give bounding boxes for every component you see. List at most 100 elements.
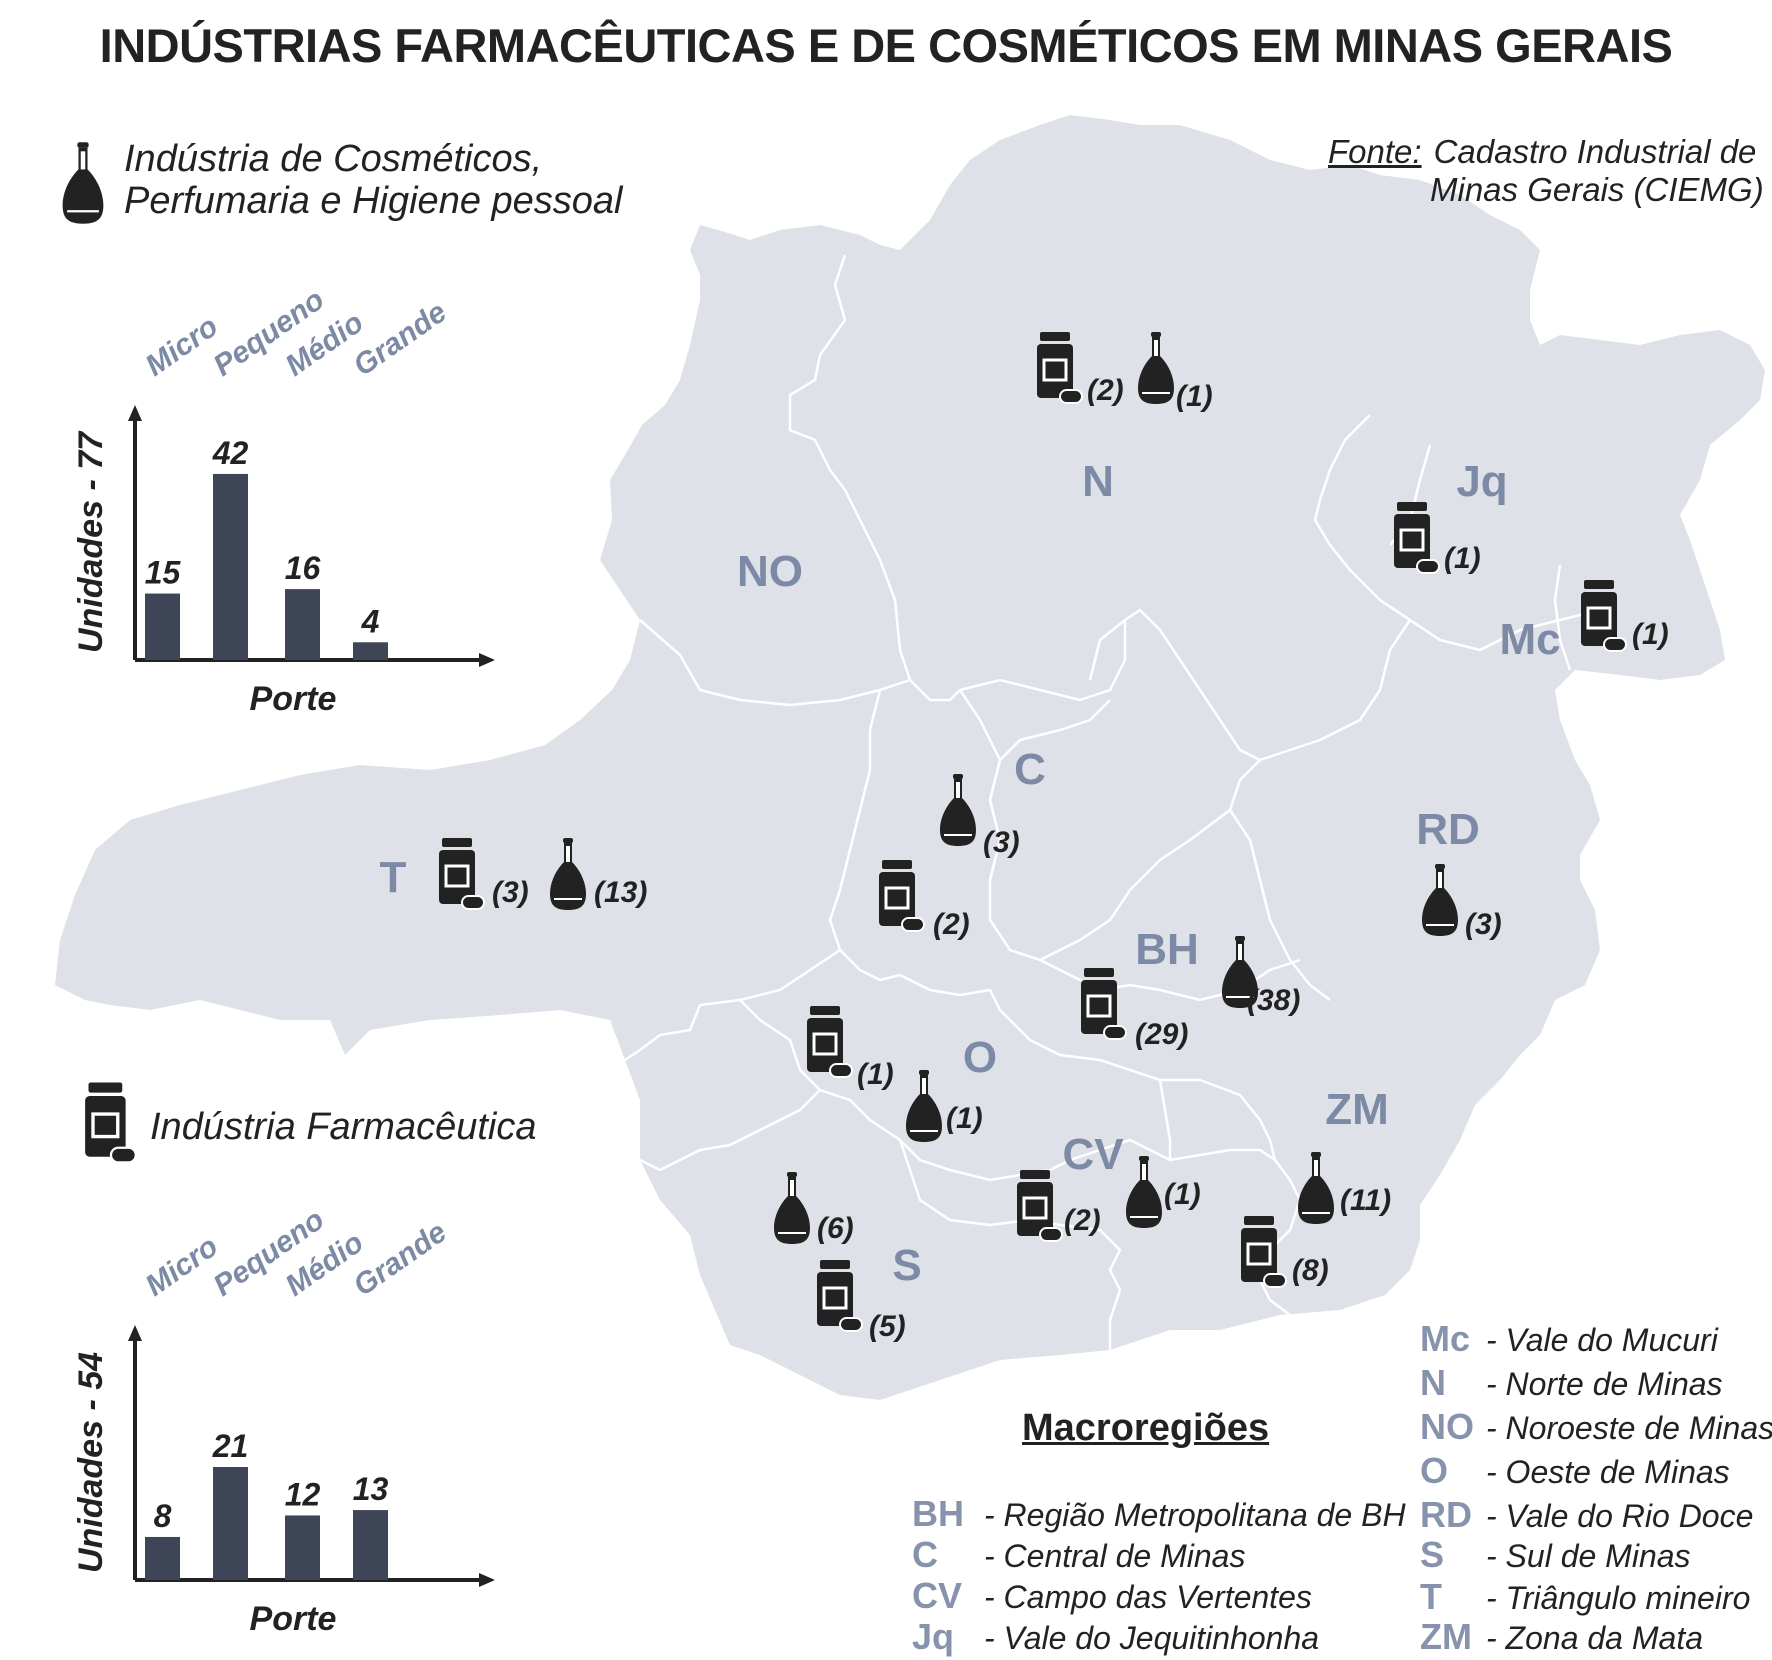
pill-bottle-icon — [1393, 500, 1441, 575]
macro-abbr: Mc — [1420, 1318, 1471, 1359]
macro-abbr: C — [912, 1534, 938, 1575]
legend-cosmetics-line2: Perfumaria e Higiene pessoal — [124, 180, 623, 222]
macro-right-6: T - Triângulo mineiro — [1420, 1576, 1750, 1618]
x-axis-label: Porte — [250, 680, 337, 718]
y-axis-label: Unidades - 77 — [72, 430, 110, 653]
bar-value-label: 21 — [212, 1428, 249, 1464]
region-label-n: N — [1082, 457, 1114, 506]
macro-abbr: O — [1420, 1450, 1449, 1491]
legend-cosmetics: Indústria de Cosméticos, Perfumaria e Hi… — [124, 138, 623, 222]
count-n-cosmetics: (1) — [1176, 380, 1213, 413]
region-label-mc: Mc — [1499, 615, 1561, 664]
y-axis-label: Unidades - 54 — [72, 1352, 110, 1573]
count-zm-cosmetics: (11) — [1340, 1184, 1392, 1217]
bar — [353, 642, 388, 660]
region-label-s: S — [892, 1241, 922, 1290]
count-jq-pharma: (1) — [1444, 542, 1481, 575]
count-cv-pharma: (2) — [1064, 1204, 1101, 1237]
macro-abbr: T — [1420, 1576, 1442, 1617]
map-title: INDÚSTRIAS FARMACÊUTICAS E DE COSMÉTICOS… — [99, 19, 1673, 72]
cosmetic-bottle-icon — [62, 142, 104, 224]
macro-abbr: RD — [1420, 1494, 1472, 1535]
macro-left-3: Jq - Vale do Jequitinhonha — [912, 1616, 1319, 1658]
macro-right-0: Mc - Vale do Mucuri — [1420, 1318, 1718, 1360]
bar — [285, 1515, 320, 1580]
macro-abbr: ZM — [1420, 1616, 1472, 1657]
legend-pharma: Indústria Farmacêutica — [150, 1106, 537, 1148]
pill-bottle-icon — [85, 1082, 137, 1164]
count-c-cosmetics: (3) — [983, 826, 1020, 859]
pill-bottle-icon — [1036, 330, 1084, 405]
region-label-cv: CV — [1062, 1130, 1124, 1179]
bar — [213, 1467, 248, 1580]
cosmetic-bottle-icon — [1421, 863, 1459, 937]
category-label: Micro — [140, 1230, 224, 1303]
region-label-no: NO — [737, 547, 803, 596]
macro-right-7: ZM - Zona da Mata — [1420, 1616, 1703, 1658]
macro-title: Macroregiões — [1022, 1407, 1270, 1449]
pill-bottle-icon — [438, 836, 486, 911]
pill-bottle-icon — [878, 858, 926, 933]
count-c-pharma: (2) — [933, 908, 970, 941]
macro-name: - Central de Minas — [984, 1538, 1246, 1574]
category-label: Micro — [140, 310, 224, 383]
macro-left-0: BH - Região Metropolitana de BH — [912, 1493, 1406, 1535]
state-outline — [55, 115, 1765, 1400]
macro-abbr: N — [1420, 1362, 1446, 1403]
count-mc-pharma: (1) — [1632, 618, 1669, 651]
bar-value-label: 13 — [353, 1471, 389, 1507]
macro-left-1: C - Central de Minas — [912, 1534, 1245, 1576]
count-s-cosmetics: (6) — [817, 1212, 854, 1245]
region-label-bh: BH — [1135, 925, 1199, 974]
bar — [213, 473, 248, 660]
cosmetic-bottle-icon — [1297, 1151, 1335, 1225]
legend-cosmetics-line1: Indústria de Cosméticos, — [124, 138, 543, 180]
cosmetic-bottle-icon — [1125, 1155, 1163, 1229]
count-n-pharma: (2) — [1087, 374, 1124, 407]
macro-name: - Noroeste de Minas — [1486, 1410, 1772, 1446]
x-axis-arrow-icon — [479, 653, 495, 667]
bar-value-label: 8 — [154, 1498, 172, 1534]
macro-left-2: CV - Campo das Vertentes — [912, 1575, 1312, 1617]
macro-abbr: CV — [912, 1575, 963, 1616]
macro-right-2: NO - Noroeste de Minas — [1420, 1406, 1772, 1448]
count-t-pharma: (3) — [492, 876, 529, 909]
category-label: Grande — [348, 1215, 453, 1302]
macro-name: - Vale do Jequitinhonha — [984, 1620, 1320, 1656]
macro-name: - Norte de Minas — [1486, 1366, 1723, 1402]
macro-name: - Vale do Rio Doce — [1486, 1498, 1754, 1534]
pill-bottle-icon — [806, 1004, 854, 1079]
macro-name: - Região Metropolitana de BH — [984, 1497, 1406, 1533]
bar — [353, 1510, 388, 1580]
y-axis-arrow-icon — [128, 405, 142, 421]
count-s-pharma: (5) — [869, 1310, 906, 1343]
count-cv-cosmetics: (1) — [1164, 1178, 1201, 1211]
cosmetic-bottle-icon — [773, 1171, 811, 1245]
x-axis-label: Porte — [250, 1600, 337, 1638]
count-o-cosmetics: (1) — [946, 1102, 983, 1135]
bar-value-label: 15 — [145, 555, 182, 591]
cosmetic-bottle-icon — [1137, 331, 1175, 405]
x-axis-arrow-icon — [479, 1573, 495, 1587]
cosmetic-bottle-icon — [939, 773, 977, 847]
region-label-t: T — [379, 853, 407, 902]
source-note: Fonte: Cadastro Industrial de Minas Gerai… — [1328, 133, 1764, 209]
region-label-zm: ZM — [1325, 1085, 1389, 1134]
count-rd-cosmetics: (3) — [1465, 908, 1502, 941]
region-label-o: O — [962, 1033, 998, 1082]
count-t-cosmetics: (13) — [594, 876, 648, 909]
region-label-rd: RD — [1416, 805, 1480, 854]
cosmetic-bottle-icon — [905, 1069, 943, 1143]
macro-name: - Oeste de Minas — [1486, 1454, 1730, 1490]
bar — [145, 1536, 180, 1580]
y-axis-arrow-icon — [128, 1325, 142, 1341]
macro-right-5: S - Sul de Minas — [1420, 1534, 1691, 1576]
bar — [285, 589, 320, 660]
bar-value-label: 16 — [285, 550, 321, 586]
macro-abbr: Jq — [912, 1616, 955, 1657]
macro-right-4: RD - Vale do Rio Doce — [1420, 1494, 1753, 1536]
count-o-pharma: (1) — [857, 1058, 894, 1091]
source-line2: Minas Gerais (CIEMG) — [1430, 171, 1764, 208]
